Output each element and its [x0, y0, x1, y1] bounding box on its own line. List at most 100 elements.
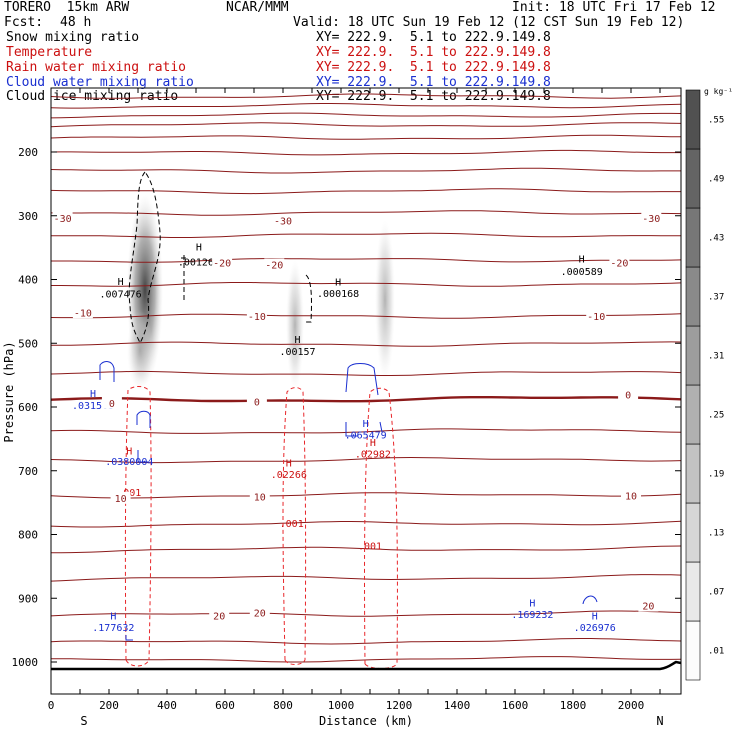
isotherm-line [51, 574, 681, 582]
isotherm-label-bg [110, 491, 131, 504]
x-tick-label: 400 [157, 699, 177, 712]
y-tick-label: 500 [18, 337, 38, 350]
snow-contour-1 [128, 171, 161, 345]
maximum-marker: H [126, 446, 132, 457]
isotherm-line [51, 232, 681, 238]
valid-time: Valid: 18 UTC Sun 19 Feb 12 (12 CST Sun … [293, 15, 685, 30]
cloud-water-contour-3 [345, 363, 383, 437]
colorbar-label: .07 [708, 588, 724, 598]
colorbar-swatch [685, 148, 701, 209]
isotherm-line [51, 492, 681, 499]
isotherm-label-bg [621, 489, 641, 502]
cloud-water-contour-5 [125, 635, 133, 641]
isotherm-label: 0 [109, 399, 115, 410]
colorbar-label: .19 [708, 470, 724, 480]
isotherm-label-bg [209, 609, 230, 622]
isotherm-line [51, 188, 681, 195]
colorbar-unit: g kg⁻¹ [704, 87, 733, 96]
isotherm-line [51, 396, 681, 403]
x-tick-label: 800 [273, 699, 293, 712]
colorbar-swatch [685, 561, 701, 622]
isotherm-line [51, 134, 681, 140]
maximum-marker: H [286, 458, 292, 469]
maximum-value-label: .169232 [511, 610, 553, 621]
maximum-value-label: .065479 [345, 430, 387, 441]
colorbar-label: .55 [708, 116, 724, 126]
isotherm-line [51, 610, 681, 617]
field-xy-cloud-water: XY= 222.9. 5.1 to 222.9.149.8 [316, 75, 551, 90]
maximum-value-label: .001 [280, 519, 304, 530]
y-axis-label: Pressure (hPa) [2, 341, 16, 442]
maximum-marker: H [579, 254, 585, 265]
x-tick-label: 1400 [444, 699, 471, 712]
isotherm-line [51, 520, 681, 528]
maximum-marker: H [370, 438, 376, 449]
colorbar-swatch [685, 502, 701, 563]
colorbar-swatch [685, 620, 701, 681]
isotherm-line [51, 167, 681, 174]
isotherm-label-bg [264, 258, 285, 271]
maximum-marker: H [90, 389, 96, 400]
endpoint-right-label: N [656, 714, 663, 728]
maxima-labels: H.001267H.007476H.000168H.000589H.00157H… [72, 242, 616, 634]
maximum-value-label: .007476 [100, 290, 142, 301]
rain-contour-3 [364, 387, 398, 665]
isotherm-label: -10 [74, 308, 92, 319]
maximum-marker: H [294, 335, 300, 346]
isotherm-line [51, 122, 681, 128]
isotherm-label: -10 [587, 312, 605, 323]
isotherm-label-bg [609, 256, 630, 269]
maximum-value-label: .02266 [271, 470, 307, 481]
isotherm-label-bg [246, 395, 267, 408]
field-xy-snow: XY= 222.9. 5.1 to 222.9.149.8 [316, 30, 551, 45]
colorbar-swatch [685, 325, 701, 386]
isotherm-label-bg [72, 306, 93, 319]
colorbar-label: .01 [708, 647, 724, 657]
endpoint-left-label: S [80, 714, 87, 728]
cloud-water-contour-2 [136, 410, 151, 463]
maximum-marker: H [335, 277, 341, 288]
mixing-ratio-shading [127, 195, 395, 390]
isotherm-line [51, 428, 681, 434]
isotherm-line [51, 545, 681, 554]
y-tick-label: 300 [18, 210, 38, 223]
maximum-value-label: .001 [358, 541, 382, 552]
y-tick-label: 900 [18, 592, 38, 605]
cloud-water-contour-4 [582, 595, 598, 605]
maximum-marker: H [110, 611, 116, 622]
y-tick-label: 700 [18, 465, 38, 478]
field-name-cloud-ice: Cloud ice mixing ratio [6, 89, 179, 104]
rain-contour-1 [124, 386, 152, 661]
plot-frame [50, 87, 682, 695]
isotherm-label: 10 [115, 494, 127, 505]
isotherm-line [51, 149, 681, 156]
field-name-temperature: Temperature [6, 45, 93, 60]
colorbar-label: .31 [708, 352, 724, 362]
isotherm-line [51, 656, 681, 663]
isotherm-line [51, 282, 681, 287]
ice-contour-2 [305, 274, 312, 323]
isotherm-label: -20 [610, 259, 628, 270]
x-tick-label: 1600 [502, 699, 529, 712]
isotherm-label-bg [618, 388, 639, 401]
isotherm-label: 10 [625, 491, 637, 502]
isotherm-label: -30 [642, 214, 660, 225]
isotherm-label-bg [641, 211, 662, 224]
isotherm-label: -30 [54, 214, 72, 225]
colorbar-swatch [685, 207, 701, 268]
org-label: NCAR/MMM [226, 0, 289, 15]
maximum-value-label: .177632 [92, 623, 134, 634]
isotherm-label-bg [101, 396, 122, 409]
colorbar-label: .13 [708, 529, 724, 539]
field-name-rain: Rain water mixing ratio [6, 60, 187, 75]
isotherm-line [51, 638, 681, 645]
isotherm-label: 20 [254, 609, 266, 620]
isotherm-labels: -30 -30 -30 -20 -20 -20 -10 -10 -10 0 0 0 10 10 10 20 20… [52, 211, 662, 623]
shaded-snow-column-3 [375, 220, 395, 380]
isotherm-label-bg [273, 214, 293, 227]
plot-area: H.001267H.007476H.000168H.000589H.00157H… [51, 93, 681, 671]
isotherm-line [51, 103, 681, 109]
isotherm-label: -20 [213, 259, 231, 270]
maximum-value-label: .0380004 [105, 457, 153, 468]
colorbar-swatch [685, 266, 701, 327]
